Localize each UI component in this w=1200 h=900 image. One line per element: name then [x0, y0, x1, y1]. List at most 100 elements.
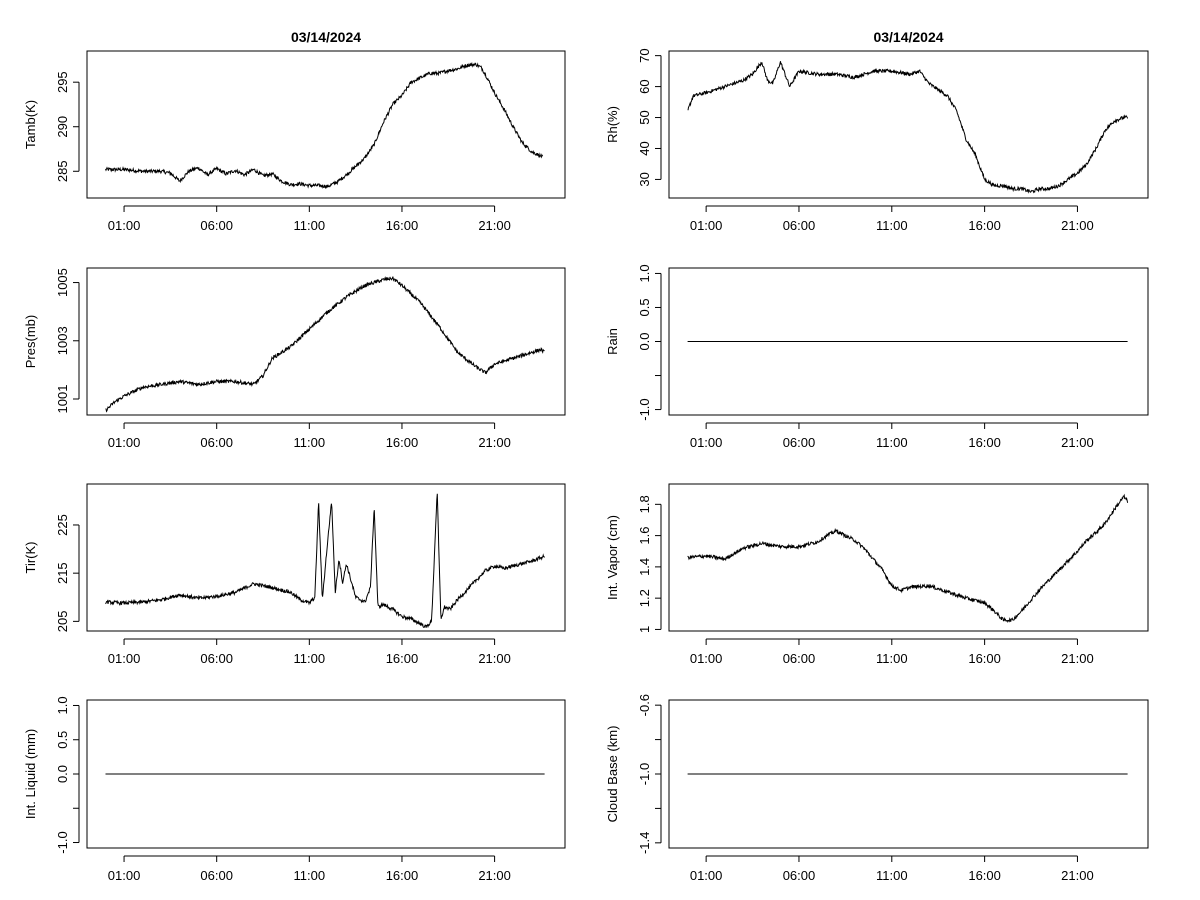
y-axis-title: Int. Liquid (mm): [23, 729, 38, 819]
x-tick-label: 21:00: [478, 435, 511, 450]
y-tick-label: 50: [637, 110, 652, 124]
y-axis-title: Rain: [605, 328, 620, 355]
chart-panel-1: 03/14/2024 01:00 06:00 11:00 16:00 21:00 285 29…: [23, 29, 566, 233]
x-tick-label: 16:00: [386, 435, 419, 450]
x-tick-label: 06:00: [200, 651, 233, 666]
chart-panel-8: 01:00 06:00 11:00 16:00 21:00 -1.4 -1.0 -0.6 Clo…: [605, 694, 1149, 883]
y-axis-title: Pres(mb): [23, 315, 38, 368]
x-tick-label: 11:00: [294, 868, 326, 883]
y-tick-label: 0.5: [637, 298, 652, 316]
chart-title: 03/14/2024: [873, 29, 943, 45]
y-tick-label: 290: [55, 116, 70, 138]
x-tick-label: 01:00: [108, 435, 141, 450]
x-tick-label: 06:00: [200, 868, 233, 883]
x-tick-label: 06:00: [783, 218, 816, 233]
y-tick-label: 0.0: [55, 765, 70, 783]
y-tick-label: 60: [637, 79, 652, 93]
x-tick-label: 06:00: [200, 218, 233, 233]
x-tick-label: 16:00: [968, 651, 1001, 666]
x-tick-label: 21:00: [478, 868, 511, 883]
y-tick-label: -0.6: [637, 694, 652, 716]
plot-frame: [86, 267, 566, 416]
x-tick-label: 06:00: [783, 651, 816, 666]
y-tick-label: 295: [55, 71, 70, 93]
x-tick-label: 16:00: [968, 868, 1001, 883]
y-tick-label: 0.0: [637, 332, 652, 350]
x-tick-label: 21:00: [1061, 218, 1094, 233]
y-tick-label: -1.0: [637, 398, 652, 420]
chart-panel-6: 01:00 06:00 11:00 16:00 21:00 1 1.2 1.4 1.6 1.8 In…: [605, 483, 1149, 666]
y-axis-title: Rh(%): [605, 106, 620, 143]
x-tick-label: 16:00: [386, 218, 419, 233]
series-line-int-vapor: [687, 493, 1129, 624]
x-tick-label: 11:00: [294, 435, 326, 450]
x-tick-label: 21:00: [1061, 651, 1094, 666]
x-tick-label: 11:00: [294, 218, 326, 233]
x-tick-label: 11:00: [294, 651, 326, 666]
y-tick-label: 285: [55, 160, 70, 182]
y-tick-label: 30: [637, 172, 652, 186]
series-line-tir: [105, 493, 546, 629]
x-tick-label: 01:00: [108, 651, 141, 666]
x-tick-label: 16:00: [386, 868, 419, 883]
x-tick-label: 01:00: [690, 435, 723, 450]
x-tick-label: 11:00: [876, 651, 908, 666]
y-tick-label: 1.0: [637, 264, 652, 282]
y-tick-label: 1.0: [55, 696, 70, 714]
x-tick-label: 01:00: [690, 868, 723, 883]
x-tick-label: 11:00: [876, 435, 908, 450]
y-tick-label: 1.2: [637, 589, 652, 607]
x-tick-label: 21:00: [478, 651, 511, 666]
y-axis-title: Tamb(K): [23, 100, 38, 149]
y-tick-label: 1.4: [637, 558, 652, 576]
y-tick-label: 215: [55, 562, 70, 584]
y-tick-label: 1.8: [637, 495, 652, 513]
y-tick-label: 70: [637, 48, 652, 62]
plot-frame: [86, 483, 566, 632]
y-tick-label: 1: [637, 626, 652, 633]
y-tick-label: 1003: [55, 326, 70, 355]
x-tick-label: 21:00: [1061, 868, 1094, 883]
y-tick-label: -1.0: [55, 831, 70, 853]
chart-panel-3: 01:00 06:00 11:00 16:00 21:00 1001 1003 1005 Pre…: [23, 267, 566, 450]
plot-frame: [668, 267, 1149, 416]
chart-panel-4: 01:00 06:00 11:00 16:00 21:00 -1.0 0.0 0.5 1.0 Ra…: [605, 264, 1149, 450]
y-axis-title: Tir(K): [23, 541, 38, 573]
plot-frame: [86, 50, 566, 199]
y-axis-title: Cloud Base (km): [605, 726, 620, 823]
y-tick-label: 225: [55, 514, 70, 536]
x-tick-label: 01:00: [690, 218, 723, 233]
x-tick-label: 01:00: [690, 651, 723, 666]
x-tick-label: 11:00: [876, 218, 908, 233]
chart-panel-7: 01:00 06:00 11:00 16:00 21:00 -1.0 0.0 0.5 1.0 In…: [23, 696, 566, 883]
y-tick-label: 1005: [55, 268, 70, 297]
y-tick-label: 1001: [55, 385, 70, 414]
y-axis-title: Int. Vapor (cm): [605, 515, 620, 600]
x-tick-label: 01:00: [108, 868, 141, 883]
series-line-pres: [105, 276, 545, 413]
x-tick-label: 21:00: [1061, 435, 1094, 450]
series-line-tamb: [105, 61, 544, 190]
plot-frame: [668, 483, 1149, 632]
x-tick-label: 06:00: [783, 868, 816, 883]
x-tick-label: 16:00: [386, 651, 419, 666]
x-tick-label: 01:00: [108, 218, 141, 233]
plot-frame: [668, 699, 1149, 849]
x-tick-label: 21:00: [478, 218, 511, 233]
y-tick-label: -1.0: [637, 763, 652, 785]
chart-title: 03/14/2024: [291, 29, 361, 45]
y-tick-label: 205: [55, 611, 70, 633]
y-tick-label: 40: [637, 141, 652, 155]
y-tick-label: 0.5: [55, 731, 70, 749]
y-tick-label: 1.6: [637, 527, 652, 545]
series-line-rh: [687, 61, 1129, 194]
x-tick-label: 11:00: [876, 868, 908, 883]
x-tick-label: 16:00: [968, 435, 1001, 450]
x-tick-label: 06:00: [200, 435, 233, 450]
plot-frame: [86, 699, 566, 849]
x-tick-label: 06:00: [783, 435, 816, 450]
y-tick-label: -1.4: [637, 832, 652, 854]
chart-panel-2: 03/14/2024 01:00 06:00 11:00 16:00 21:00 30 40 5…: [605, 29, 1149, 233]
chart-panel-5: 01:00 06:00 11:00 16:00 21:00 205 215 225 Tir(K): [23, 483, 566, 666]
